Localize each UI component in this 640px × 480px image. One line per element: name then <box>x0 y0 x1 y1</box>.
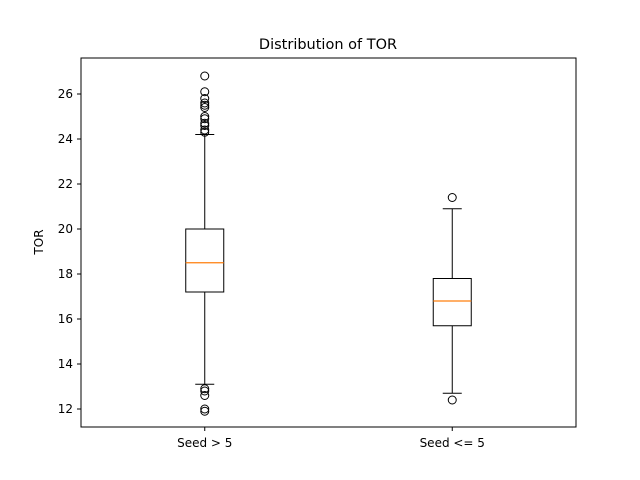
x-tick-label: Seed > 5 <box>177 436 232 450</box>
outlier-point <box>200 94 210 103</box>
x-tick-label: Seed <= 5 <box>420 436 485 450</box>
outlier-point <box>200 386 210 396</box>
outlier-point <box>447 395 457 405</box>
chart-title: Distribution of TOR <box>259 37 397 53</box>
outlier-point <box>200 406 210 416</box>
outlier-point <box>200 118 210 128</box>
outlier-point <box>200 100 210 110</box>
y-axis-label: TOR <box>32 229 46 255</box>
outlier-point <box>200 384 210 394</box>
outlier-point <box>200 87 210 97</box>
outlier-point <box>447 193 457 202</box>
y-tick-label: 20 <box>58 222 73 236</box>
outlier-point <box>200 121 210 130</box>
box-iqr <box>185 228 225 293</box>
plot-frame <box>80 57 577 428</box>
y-tick-label: 14 <box>58 357 73 371</box>
outlier-point <box>200 103 210 112</box>
outlier-point <box>200 125 210 135</box>
y-tick-label: 16 <box>58 312 73 326</box>
y-tick-label: 22 <box>58 177 73 191</box>
outlier-point <box>200 127 210 137</box>
y-tick-label: 26 <box>58 87 73 101</box>
outlier-point <box>200 404 210 414</box>
outlier-point <box>200 391 210 400</box>
outlier-point <box>200 71 210 81</box>
outlier-point <box>200 98 210 108</box>
y-tick-label: 24 <box>58 132 73 146</box>
plot-area: 12 14 16 18 20 22 24 26 Seed > 5 Seed <= 5 <box>58 57 577 450</box>
outlier-point <box>200 114 210 124</box>
box-iqr <box>432 278 472 327</box>
outlier-point <box>200 112 210 121</box>
y-tick-label: 12 <box>58 402 73 416</box>
y-tick-label: 18 <box>58 267 73 281</box>
